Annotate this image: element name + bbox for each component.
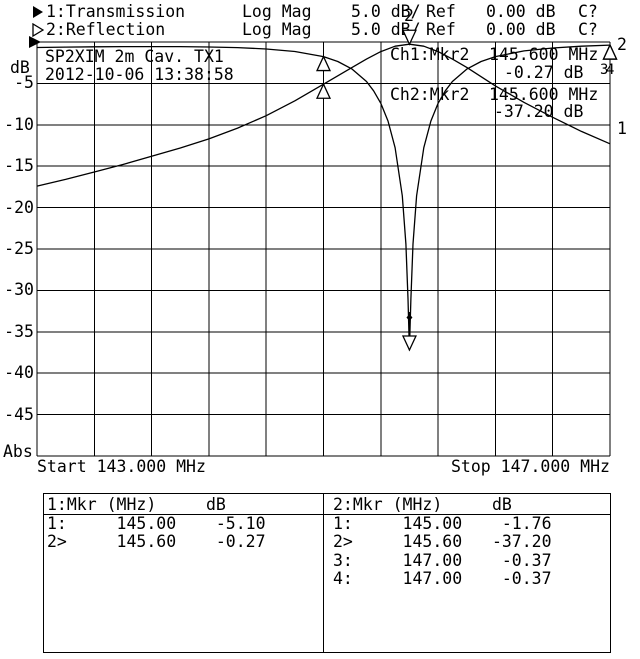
plot-title: SP2XIM 2m Cav. TX1 <box>45 47 224 66</box>
y-tick-label: -10 <box>4 114 34 134</box>
inactive-channel-marker-icon <box>32 23 44 37</box>
table-header-separator <box>44 514 610 515</box>
x-start-label: Start 143.000 MHz <box>37 457 206 476</box>
ch1-ref-label: Ref <box>426 2 456 21</box>
trace-reflection <box>36 44 611 351</box>
ch1-cal-status: C? <box>578 2 598 21</box>
y-tick-label: -20 <box>4 197 34 217</box>
y-tick-label: -25 <box>4 239 34 258</box>
ch1-marker-readout-value: -0.27 dB <box>504 63 584 82</box>
marker-table-row: 2> 145.60 -0.27 <box>47 532 266 552</box>
trace1-end-label: 1 <box>617 119 627 138</box>
ch2-format: Log Mag <box>242 20 312 39</box>
marker-table-row: 3: 147.00 -0.37 <box>333 550 552 570</box>
marker2-stem-dot <box>406 314 413 321</box>
active-channel-marker-icon <box>33 6 43 18</box>
y-tick-label: -5 <box>14 73 34 93</box>
marker2-ch2-glyph <box>401 335 417 352</box>
x-stop-label: Stop 147.000 MHz <box>451 457 610 476</box>
marker1-ch1-glyph <box>315 82 332 99</box>
ch2-marker-readout-freq: 145.600 MHz <box>489 85 599 104</box>
ch2-ref-label: Ref <box>426 20 456 39</box>
marker2-ch1-glyph <box>401 29 417 46</box>
table-divider <box>323 494 324 652</box>
y-tick-label: -40 <box>4 363 34 383</box>
ch1-marker-readout-name: Ch1:Mkr2 <box>390 45 470 64</box>
marker2-top-label: 2 <box>404 6 414 25</box>
y-tick-label: -15 <box>4 156 34 176</box>
ch1-label: 1:Transmission <box>46 2 186 21</box>
ch2-marker-readout-value: -37.20 dB <box>494 102 584 121</box>
plot-timestamp: 2012-10-06 13:38:58 <box>45 65 234 84</box>
marker-table-box: 1:Mkr (MHz) dB 1: 145.00 -5.10 2> 145.60 -… <box>43 493 611 653</box>
y-tick-label: -35 <box>4 321 34 341</box>
marker1-ch2-glyph <box>315 55 332 72</box>
marker-table-row: 1: 145.00 -5.10 <box>47 514 266 533</box>
y-tick-label: -45 <box>4 404 34 424</box>
ch2-ref-value: 0.00 dB <box>486 20 556 39</box>
marker-table-header: 2:Mkr (MHz) dB <box>333 495 512 514</box>
y-axis-bottom: Abs <box>3 442 33 461</box>
ch2-label: 2:Reflection <box>46 20 166 39</box>
marker-table-row: 2> 145.60 -37.20 <box>333 532 552 552</box>
ch1-ref-value: 0.00 dB <box>486 2 556 21</box>
marker-table-ch2: 2:Mkr (MHz) dB 1: 145.00 -1.76 2> 145.60 -… <box>324 494 612 652</box>
marker-table-row: 4: 147.00 -0.37 <box>333 569 552 589</box>
marker4-label: 4 <box>606 62 615 78</box>
y-axis-unit: dB <box>10 58 30 77</box>
marker3-label: 3 <box>600 62 609 78</box>
ref-level-arrow-icon <box>29 36 41 48</box>
ch1-scale: 5.0 dB/ <box>351 2 421 21</box>
trace2-end-label: 2 <box>617 35 627 54</box>
ch1-format: Log Mag <box>242 2 312 21</box>
trace-transmission <box>36 43 611 187</box>
marker-table-ch1: 1:Mkr (MHz) dB 1: 145.00 -5.10 2> 145.60 -… <box>44 494 323 652</box>
marker-table-header: 1:Mkr (MHz) dB <box>47 495 226 514</box>
marker4-ch2-glyph <box>602 43 618 60</box>
ch2-marker-readout-name: Ch2:Mkr2 <box>390 85 470 104</box>
y-tick-label: -30 <box>4 280 34 300</box>
marker-table-row: 1: 145.00 -1.76 <box>333 514 552 533</box>
ch1-marker-readout-freq: 145.600 MHz <box>489 45 599 64</box>
ch2-cal-status: C? <box>578 20 598 39</box>
